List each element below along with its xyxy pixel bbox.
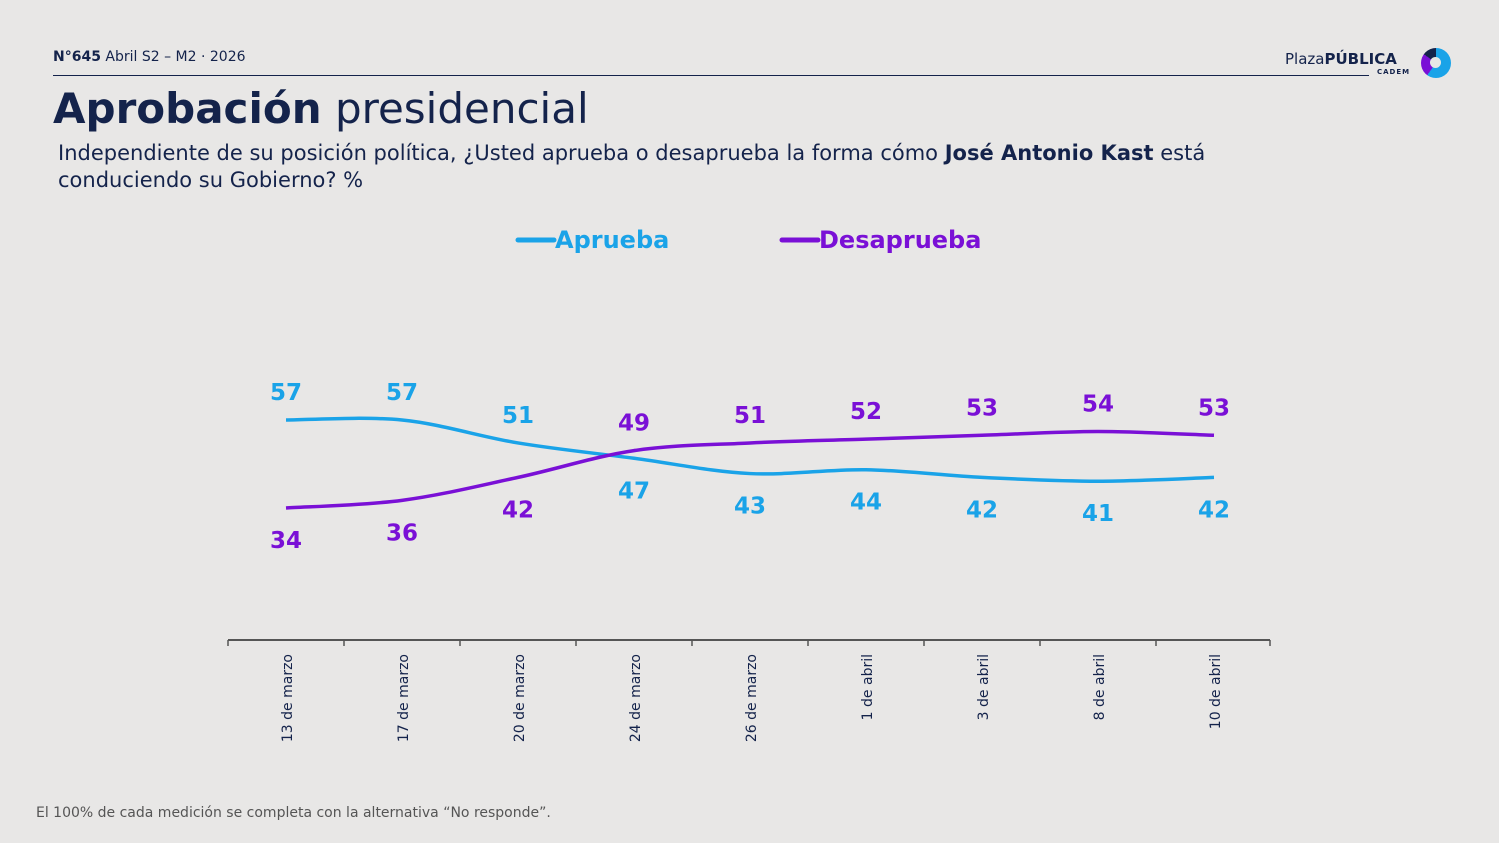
logo-text-plaza: Plaza (1285, 50, 1325, 68)
issue-number: N°645 (53, 49, 101, 65)
data-label-aprueba: 41 (1082, 501, 1114, 527)
question-text: Independiente de su posición política, ¿… (58, 141, 945, 165)
x-tick-label: 17 de marzo (396, 654, 412, 742)
data-label-aprueba: 57 (270, 380, 302, 406)
data-label-desaprueba: 54 (1082, 391, 1114, 417)
logo-icon (1421, 48, 1451, 78)
data-label-aprueba: 51 (502, 403, 534, 429)
page-title: Aprobación presidencial (53, 84, 589, 133)
series-line-aprueba (285, 416, 1215, 483)
title-bold: Aprobación (53, 84, 322, 133)
question: Independiente de su posición política, ¿… (58, 140, 1258, 194)
data-label-desaprueba: 51 (734, 403, 766, 429)
logo-text-cadem: CADEM (1377, 68, 1411, 76)
x-tick-label: 24 de marzo (628, 654, 644, 742)
x-tick-label: 10 de abril (1208, 654, 1224, 729)
x-tick-label: 3 de abril (976, 654, 992, 720)
question-text-end: está conduciendo su Gobierno? % (58, 141, 1206, 192)
logo: PlazaPÚBLICA CADEM (1285, 50, 1409, 76)
period: Abril S2 – M2 · 2026 (105, 49, 246, 65)
legend-label-aprueba: Aprueba (555, 226, 669, 254)
x-tick-label: 26 de marzo (744, 654, 760, 742)
data-label-desaprueba: 52 (850, 399, 882, 425)
data-label-desaprueba: 53 (966, 395, 998, 421)
footnote: El 100% de cada medición se completa con… (36, 805, 551, 821)
x-tick-label: 20 de marzo (512, 654, 528, 742)
logo-text-publica: PÚBLICA (1324, 50, 1397, 68)
series-line-desaprueba (285, 429, 1215, 510)
title-light: presidencial (334, 84, 589, 133)
data-label-desaprueba: 53 (1198, 395, 1230, 421)
data-label-aprueba: 42 (966, 497, 998, 523)
data-label-aprueba: 44 (850, 490, 882, 516)
header-divider (53, 75, 1369, 76)
x-tick-label: 8 de abril (1092, 654, 1108, 720)
data-label-desaprueba: 34 (270, 528, 302, 554)
data-label-aprueba: 43 (734, 494, 766, 520)
report-number: N°645 Abril S2 – M2 · 2026 (53, 49, 246, 65)
data-label-desaprueba: 49 (618, 411, 650, 437)
x-tick-label: 13 de marzo (280, 654, 296, 742)
question-name: José Antonio Kast (944, 141, 1154, 165)
data-label-aprueba: 57 (386, 380, 418, 406)
data-label-desaprueba: 42 (502, 497, 534, 523)
data-label-aprueba: 42 (1198, 497, 1230, 523)
data-label-aprueba: 47 (618, 478, 650, 504)
data-label-desaprueba: 36 (386, 520, 418, 546)
legend-label-desaprueba: Desaprueba (819, 226, 981, 254)
x-tick-label: 1 de abril (860, 654, 876, 720)
